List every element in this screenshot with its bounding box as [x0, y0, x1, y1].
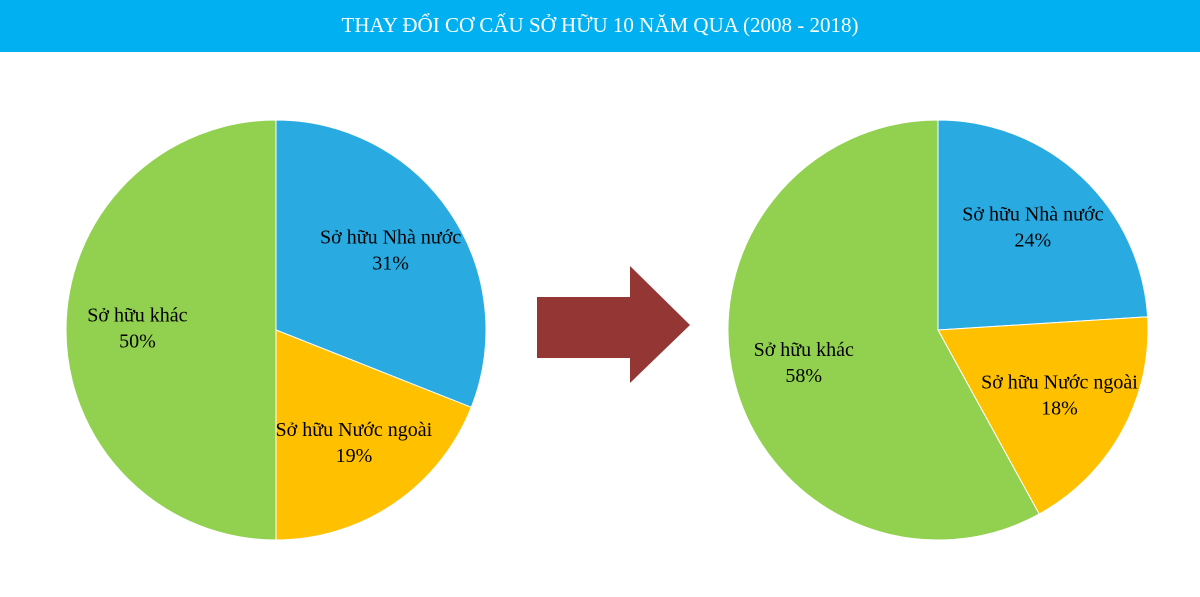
slice-category-label: Sở hữu Nhà nước — [962, 204, 1103, 226]
slice-category-label: Sở hữu khác — [87, 305, 187, 327]
chart-title: THAY ĐỔI CƠ CẤU SỞ HỮU 10 NĂM QUA (2008 … — [342, 13, 859, 37]
pie-slice — [275, 329, 472, 541]
pie-slice — [275, 119, 487, 408]
pie-slice — [65, 119, 277, 541]
slice-value-label: 18% — [1041, 397, 1078, 419]
pie-slice — [937, 316, 1149, 515]
slice-value-label: 58% — [785, 365, 822, 387]
slice-category-label: Sở hữu Nước ngoài — [981, 371, 1138, 393]
slice-value-label: 50% — [119, 331, 156, 353]
slice-category-label: Sở hữu Nước ngoài — [276, 419, 433, 441]
slice-value-label: 19% — [336, 445, 373, 467]
slice-value-label: 31% — [372, 253, 409, 275]
arrow — [537, 266, 690, 383]
slice-category-label: Sở hữu Nhà nước — [320, 227, 461, 249]
slice-value-label: 24% — [1015, 230, 1052, 252]
pie-slice — [937, 119, 1149, 331]
title-banner — [0, 0, 1200, 52]
pie-slice — [727, 119, 1040, 541]
slice-category-label: Sở hữu khác — [754, 339, 854, 361]
